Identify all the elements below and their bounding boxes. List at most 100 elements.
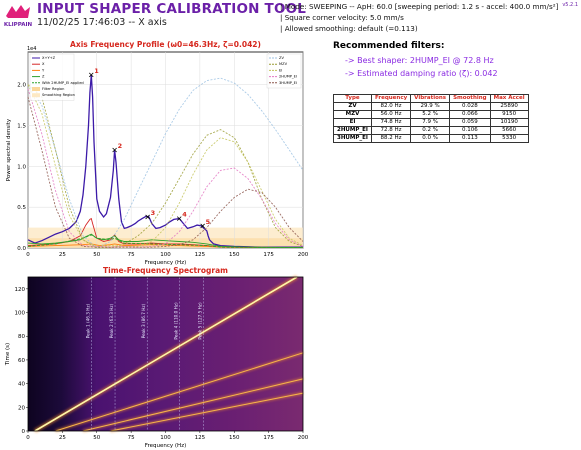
peak-label: 3	[151, 209, 156, 217]
x-tick-label: 50	[93, 435, 100, 441]
series-line	[27, 88, 304, 248]
x-tick-label: 175	[263, 252, 274, 258]
legend-entry: 3HUMP_EI	[279, 81, 297, 85]
y-exponent-label: 1e4	[27, 46, 36, 52]
meta-scv: | Square corner velocity: 5.0 mm/s	[280, 13, 404, 22]
y-tick-label: 80	[18, 334, 25, 340]
cell: 82.0 Hz	[370, 102, 412, 111]
cell: 25890	[489, 102, 529, 111]
cell: 7.9 %	[410, 118, 451, 127]
peak-label: 2	[118, 142, 123, 150]
series-line	[27, 77, 304, 249]
legend-left: X+Y+Z XYZ With 2HUMP_EI applied Filter Regi…	[29, 53, 84, 101]
x-tick-label: 50	[93, 252, 100, 258]
spectrogram-trace	[34, 276, 298, 432]
y-tick-label: 60	[18, 358, 25, 364]
cell: 0.106	[449, 126, 491, 135]
y-tick-label: 0.0	[17, 246, 26, 252]
cell: 0.2 %	[410, 126, 451, 135]
app-title: INPUT SHAPER CALIBRATION TOOL	[37, 1, 307, 17]
x-tick-label: 0	[26, 435, 30, 441]
chart-title: Axis Frequency Profile (ω0=46.3Hz, ζ=0.0…	[70, 40, 261, 49]
cell: 0.028	[449, 102, 491, 111]
column-header: Max Accel	[489, 94, 529, 103]
legend-box	[266, 53, 302, 89]
test-subtitle: 11/02/25 17:46:03 -- X axis	[37, 17, 167, 28]
legend-entry: EI	[279, 68, 282, 72]
spectrogram-trace	[110, 392, 304, 432]
column-header: Smoothing	[449, 94, 491, 103]
column-header: Type	[333, 94, 372, 103]
x-tick-label: 75	[128, 252, 135, 258]
x-tick-label: 200	[298, 435, 309, 441]
legend-entry: With 2HUMP_EI applied	[42, 81, 84, 85]
table-row: ZV 82.0 Hz 29.9 % 0.028 25890	[333, 102, 529, 111]
cell: EI	[333, 118, 372, 127]
peak-marker	[112, 147, 117, 153]
y-axis-label: Power spectral density	[6, 118, 12, 181]
column-header: Vibrations	[410, 94, 451, 103]
x-tick-label: 175	[263, 435, 274, 441]
y-tick-label: 20	[18, 405, 25, 411]
x-tick-label: 25	[59, 435, 66, 441]
recommendations-title: Recommended filters:	[333, 41, 445, 51]
series-line	[27, 96, 304, 248]
x-tick-label: 150	[229, 252, 240, 258]
x-tick-label: 75	[128, 435, 135, 441]
legend-box	[29, 53, 75, 101]
x-tick-label: 200	[298, 252, 309, 258]
spectrogram-trace-glow	[82, 377, 304, 433]
peak-line-label: Peak 3 (86.7 Hz)	[141, 303, 146, 338]
y-tick-label: 0	[22, 429, 26, 435]
x-tick-label: 100	[160, 252, 171, 258]
y-tick-label: 2.0	[17, 83, 26, 89]
meta-mode: | Mode: SWEEPING -- ApH: 60.0 [sweeping …	[280, 2, 559, 11]
cell: 88.2 Hz	[370, 134, 412, 143]
cell: 56.0 Hz	[370, 110, 412, 119]
table-row: 2HUMP_EI 72.8 Hz 0.2 % 0.106 5660	[333, 126, 529, 135]
series-line	[27, 84, 304, 249]
klippain-logo: KLIPPAIN	[3, 2, 33, 28]
legend-entry: Y	[42, 68, 45, 72]
peak-line-label: Peak 2 (63.3 Hz)	[109, 303, 114, 338]
legend-entry: 2HUMP_EI	[279, 75, 297, 79]
cell: 5.2 %	[410, 110, 451, 119]
y-tick-label: 0.5	[17, 205, 26, 211]
spectrogram-trace-glow	[33, 275, 298, 433]
cell: 9150	[489, 110, 529, 119]
cell: 2HUMP_EI	[333, 126, 372, 135]
legend-entry: Z	[42, 75, 45, 79]
y-tick-label: 120	[15, 287, 26, 293]
spectrogram-trace	[55, 352, 304, 432]
cell: ZV	[333, 102, 372, 111]
peak-line-label: Peak 5 (127.5 Hz)	[197, 302, 202, 340]
legend-entry: MZV	[279, 62, 288, 66]
meta-smoothing: | Allowed smoothing: default (=0.113)	[280, 24, 418, 33]
peak-marker	[88, 72, 94, 78]
x-tick-label: 25	[59, 252, 66, 258]
cell: 72.8 Hz	[370, 126, 412, 135]
column-header: Frequency	[370, 94, 412, 103]
peak-marker	[200, 223, 205, 229]
cell: 74.8 Hz	[370, 118, 412, 127]
y-axis-label: Time (s)	[5, 343, 11, 366]
table-row: 3HUMP_EI 88.2 Hz 0.0 % 0.113 5330	[333, 134, 529, 143]
spectrogram-background	[28, 277, 303, 431]
series-line	[27, 84, 304, 247]
legend-entry: ZV	[279, 56, 284, 60]
x-axis-label: Frequency (Hz)	[145, 443, 186, 449]
spectrogram-trace-glow	[110, 391, 304, 433]
best-shaper-line: -> Best shaper: 2HUMP_EI @ 72.8 Hz	[345, 56, 494, 65]
shaper-table: Type Frequency Vibrations Smoothing Max …	[333, 94, 529, 143]
spectrogram-trace-glow	[55, 351, 304, 433]
cell: 10190	[489, 118, 529, 127]
legend-right: ZV MZV EI 2HUMP_EI 3HUMP_EI	[266, 53, 302, 89]
series-line	[27, 243, 304, 249]
legend-entry: Filter Region	[42, 87, 64, 91]
table-header-row: Type Frequency Vibrations Smoothing Max …	[333, 94, 529, 103]
cell: 5330	[489, 134, 529, 143]
cell: 3HUMP_EI	[333, 134, 372, 143]
cell: 0.113	[449, 134, 491, 143]
x-tick-label: 150	[229, 435, 240, 441]
smoothing-region	[28, 227, 303, 248]
